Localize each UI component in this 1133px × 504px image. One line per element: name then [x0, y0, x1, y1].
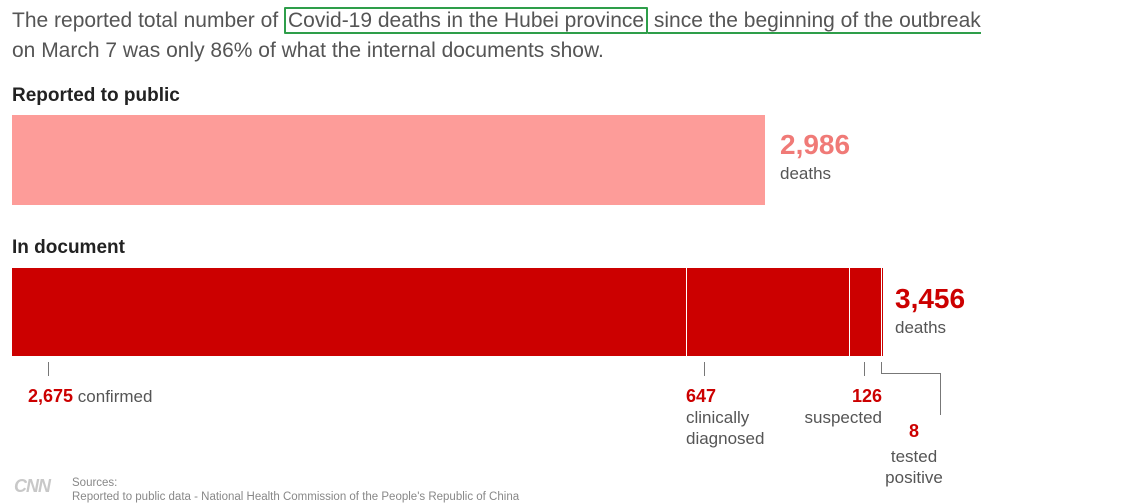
tick-tested-positive — [881, 362, 882, 374]
segment-suspected — [849, 268, 881, 356]
headline-line-2: on March 7 was only 86% of what the inte… — [12, 39, 604, 62]
sources: Sources: Reported to public data - Natio… — [72, 476, 519, 504]
sources-line-1: Reported to public data - National Healt… — [72, 491, 520, 503]
headline-highlight: Covid-19 deaths in the Hubei province — [284, 7, 649, 34]
text-tested: tested — [890, 447, 938, 466]
headline: The reported total number of Covid-19 de… — [12, 6, 1133, 66]
connector-tested-positive-h — [881, 373, 941, 374]
value-tested-positive: 8 — [908, 421, 919, 441]
reported-to-public-label: Reported to public — [12, 85, 180, 106]
text-clinically: clinically — [686, 408, 750, 427]
label-tested-positive: 8 tested positive — [880, 421, 948, 488]
label-suspected: 126 suspected — [796, 386, 883, 428]
segment-tested-positive — [880, 268, 883, 356]
text-positive: positive — [885, 468, 943, 487]
tick-confirmed — [48, 362, 49, 376]
label-confirmed: 2,675 confirmed — [28, 386, 152, 407]
document-bar — [12, 268, 883, 356]
headline-pre: The reported total number of — [12, 9, 284, 32]
reported-total: 2,986 — [780, 129, 851, 160]
in-document-label: In document — [12, 237, 125, 258]
text-suspected: suspected — [804, 408, 883, 427]
tick-clinically-diagnosed — [704, 362, 705, 376]
document-unit: deaths — [895, 318, 947, 337]
tick-suspected — [864, 362, 865, 376]
headline-underlined: since the beginning of the outbreak — [648, 9, 981, 34]
value-suspected: 126 — [851, 386, 882, 406]
segment-clinically-diagnosed — [686, 268, 850, 356]
connector-tested-positive-v — [940, 373, 941, 415]
reported-bar — [12, 115, 765, 205]
label-clinically-diagnosed: 647 clinically diagnosed — [686, 386, 764, 449]
document-total: 3,456 — [895, 283, 966, 314]
sources-label: Sources: — [72, 477, 118, 489]
cnn-logo: CNN — [14, 476, 51, 496]
text-diagnosed: diagnosed — [686, 429, 765, 448]
reported-unit: deaths — [780, 164, 832, 183]
text-confirmed: confirmed — [77, 387, 153, 406]
value-confirmed: 2,675 — [28, 386, 74, 406]
value-clinically-diagnosed: 647 — [686, 386, 717, 406]
segment-confirmed — [12, 268, 687, 356]
headline-line-1: The reported total number of Covid-19 de… — [12, 6, 1133, 36]
